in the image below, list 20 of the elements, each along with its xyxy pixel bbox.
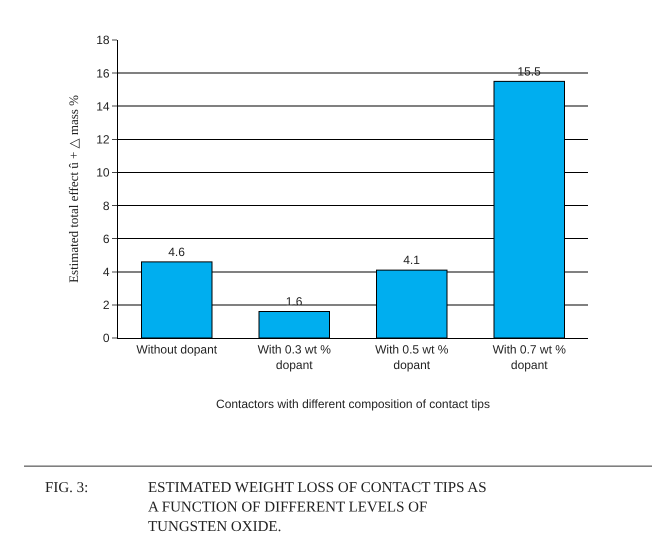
- y-tick-label: 8: [102, 198, 110, 213]
- x-axis-title: Contactors with different composition of contact tips: [216, 396, 490, 411]
- x-tick-label: With 0.3 wt % dopant: [258, 342, 332, 372]
- data-label: 4.6: [168, 244, 186, 259]
- y-tick-label: 0: [102, 331, 110, 346]
- y-tick-label: 14: [96, 99, 110, 114]
- text: ESTIMATED WEIGHT LOSS OF CONTACT TIPS AS A FUNCTION OF DIFFERENT LEVELS OF TUNGSTEN OXIDE.: [148, 480, 487, 535]
- y-tick-label: 12: [96, 132, 110, 147]
- y-tick-label: 10: [96, 166, 110, 180]
- y-tick-label: 6: [102, 232, 110, 246]
- x-tick-label: With 0.7 wt % dopant: [492, 342, 566, 372]
- x-tick-label: Without dopant: [136, 342, 218, 356]
- y-axis-title: Estimated total effect û + △ mass %: [66, 94, 82, 283]
- x-tick-label: With 0.5 wt % dopant: [375, 342, 449, 372]
- y-tick-label: 16: [96, 66, 110, 80]
- data-label: 4.1: [403, 253, 420, 268]
- caption: FIG. 3:: [45, 480, 88, 496]
- y-tick-label: 18: [96, 33, 110, 48]
- y-tick-label: 2: [102, 298, 110, 312]
- y-tick-label: 4: [102, 264, 110, 279]
